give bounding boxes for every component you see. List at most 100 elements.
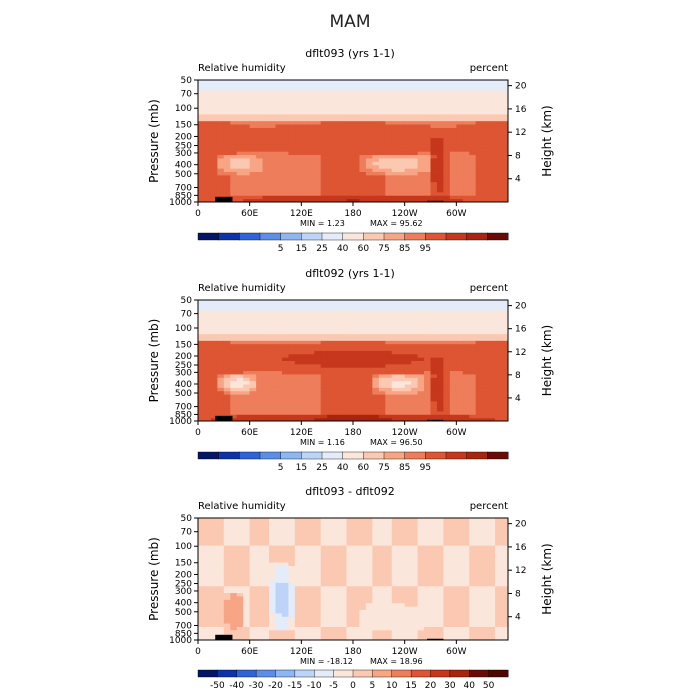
heatmap-cell — [456, 151, 464, 156]
heatmap-cell — [198, 414, 205, 419]
heatmap-cell — [488, 127, 496, 132]
heatmap-cell — [288, 164, 296, 169]
heatmap-cell — [436, 300, 444, 304]
heatmap-cell — [223, 168, 231, 172]
heatmap-cell — [411, 336, 419, 341]
heatmap-cell — [365, 347, 373, 351]
heatmap-cell — [281, 531, 289, 536]
heatmap-cell — [469, 390, 477, 395]
heatmap-cell — [262, 636, 270, 641]
heatmap-cell — [372, 629, 380, 634]
heatmap-cell — [314, 582, 322, 587]
heatmap-cell — [482, 323, 490, 328]
heatmap-cell — [307, 394, 315, 398]
heatmap-cell — [243, 367, 251, 372]
heatmap-cell — [398, 110, 406, 115]
heatmap-cell — [411, 555, 419, 560]
heatmap-cell — [411, 130, 419, 135]
colorbar-label: 40 — [337, 244, 349, 254]
heatmap-cell — [340, 100, 348, 105]
heatmap-cell — [359, 545, 367, 549]
heatmap-cell — [314, 551, 322, 556]
heatmap-cell — [449, 181, 457, 186]
heatmap-cell — [256, 387, 264, 392]
heatmap-cell — [223, 154, 231, 159]
heatmap-cell — [456, 86, 464, 91]
heatmap-cell — [353, 636, 360, 641]
heatmap-cell — [288, 185, 296, 189]
heatmap-cell — [230, 582, 238, 587]
heatmap-cell — [314, 127, 322, 132]
heatmap-cell — [269, 161, 276, 166]
heatmap-cell — [249, 110, 257, 115]
colorbar-swatch — [301, 232, 323, 241]
heatmap-cell — [281, 161, 289, 166]
heatmap-cell — [307, 326, 315, 331]
heatmap-cell — [424, 636, 431, 641]
heatmap-cell — [314, 144, 322, 149]
heatmap-cell — [411, 400, 419, 405]
heatmap-cell — [501, 333, 509, 338]
heatmap-cell — [462, 141, 470, 145]
heatmap-cell — [256, 178, 264, 183]
heatmap-cell — [249, 347, 257, 351]
heatmap-cell — [449, 360, 457, 365]
heatmap-cell — [288, 306, 296, 311]
heatmap-cell — [398, 96, 406, 101]
heatmap-cell — [294, 619, 302, 624]
heatmap-cell — [230, 323, 238, 328]
heatmap-cell — [301, 96, 309, 101]
heatmap-cell — [340, 404, 348, 409]
heatmap-cell — [269, 154, 276, 159]
heatmap-cell — [301, 558, 309, 563]
heatmap-cell — [488, 357, 496, 361]
heatmap-cell — [307, 161, 315, 166]
heatmap-cell — [449, 384, 457, 388]
heatmap-cell — [353, 606, 360, 610]
heatmap-cell — [307, 120, 315, 125]
heatmap-cell — [365, 80, 373, 84]
heatmap-cell — [333, 417, 341, 422]
heatmap-cell — [391, 579, 399, 583]
heatmap-cell — [340, 394, 348, 398]
heatmap-cell — [378, 585, 386, 590]
heatmap-cell — [372, 195, 380, 200]
heatmap-cell — [281, 191, 289, 196]
heatmap-cell — [417, 117, 425, 122]
heatmap-cell — [281, 340, 289, 345]
heatmap-cell — [417, 86, 425, 91]
heatmap-cell — [391, 582, 399, 587]
heatmap-cell — [198, 300, 205, 304]
heatmap-cell — [443, 313, 451, 318]
heatmap-cell — [443, 629, 451, 634]
heatmap-cell — [404, 568, 412, 573]
heatmap-cell — [436, 380, 444, 385]
heatmap-cell — [353, 124, 360, 128]
heatmap-cell — [449, 151, 457, 156]
heatmap-cell — [475, 185, 483, 189]
heatmap-cell — [307, 103, 315, 108]
colorbar-swatch — [342, 232, 364, 241]
heatmap-cell — [475, 377, 483, 382]
heatmap-cell — [294, 521, 302, 526]
heatmap-cell — [340, 151, 348, 156]
heatmap-cell — [288, 333, 296, 338]
heatmap-cell — [314, 306, 322, 311]
heatmap-cell — [210, 360, 218, 365]
heatmap-cell — [269, 320, 276, 325]
heatmap-cell — [281, 606, 289, 610]
heatmap-cell — [320, 400, 328, 405]
heatmap-cell — [346, 555, 354, 560]
heatmap-cell — [269, 93, 276, 98]
heatmap-cell — [281, 168, 289, 172]
heatmap-cell — [378, 565, 386, 570]
heatmap-cell — [198, 333, 205, 338]
heatmap-cell — [430, 636, 438, 641]
heatmap-cell — [430, 521, 438, 526]
heatmap-cell — [223, 551, 231, 556]
heatmap-cell — [236, 130, 244, 135]
heatmap-cell — [230, 518, 238, 522]
heatmap-cell — [443, 144, 451, 149]
heatmap-cell — [262, 548, 270, 553]
heatmap-cell — [443, 171, 451, 176]
